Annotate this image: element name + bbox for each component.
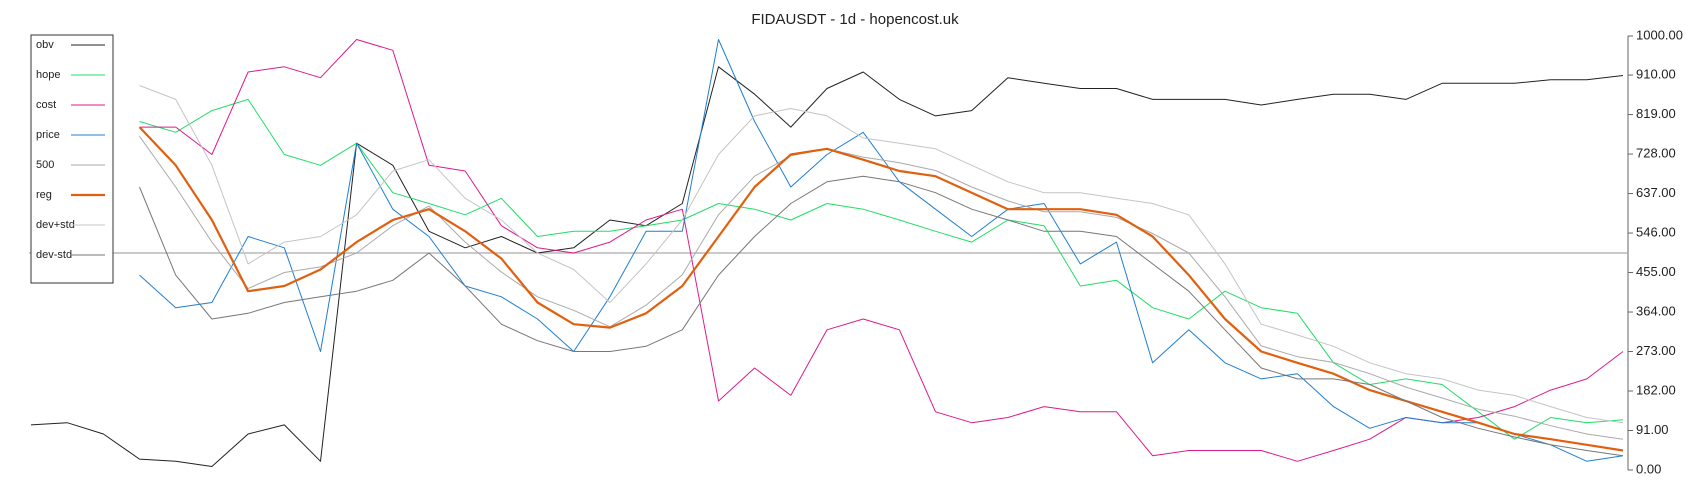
y-tick-label: 1000.00 [1636, 27, 1683, 42]
series-line [139, 175, 1624, 457]
series-line [139, 136, 1624, 440]
legend-label: reg [36, 189, 52, 201]
y-tick-label: 546.00 [1636, 224, 1676, 239]
chart-title: FIDAUSDT - 1d - hopencost.uk [751, 11, 959, 28]
series-line [139, 85, 1624, 424]
y-tick-label: 637.00 [1636, 185, 1676, 200]
legend-label: cost [36, 99, 56, 111]
series-line [139, 98, 1624, 440]
series-line [139, 39, 1624, 462]
y-tick-label: 455.00 [1636, 264, 1676, 279]
y-tick-label: 910.00 [1636, 66, 1676, 81]
legend-label: hope [36, 69, 60, 81]
y-tick-label: 182.00 [1636, 382, 1676, 397]
legend-label: price [36, 129, 60, 141]
y-tick-label: 0.00 [1636, 461, 1661, 476]
series-line [139, 39, 1624, 462]
y-tick-label: 91.00 [1636, 422, 1669, 437]
series-line [138, 126, 1624, 452]
legend-label: obv [36, 39, 54, 51]
y-tick-label: 273.00 [1636, 343, 1676, 358]
legend-label: dev+std [36, 219, 75, 231]
y-tick-label: 364.00 [1636, 303, 1676, 318]
legend-box [30, 34, 114, 284]
y-tick-label: 819.00 [1636, 106, 1676, 121]
legend-label: dev-std [36, 249, 72, 261]
legend-label: 500 [36, 159, 54, 171]
series-line [30, 66, 1624, 467]
y-tick-label: 728.00 [1636, 145, 1676, 160]
